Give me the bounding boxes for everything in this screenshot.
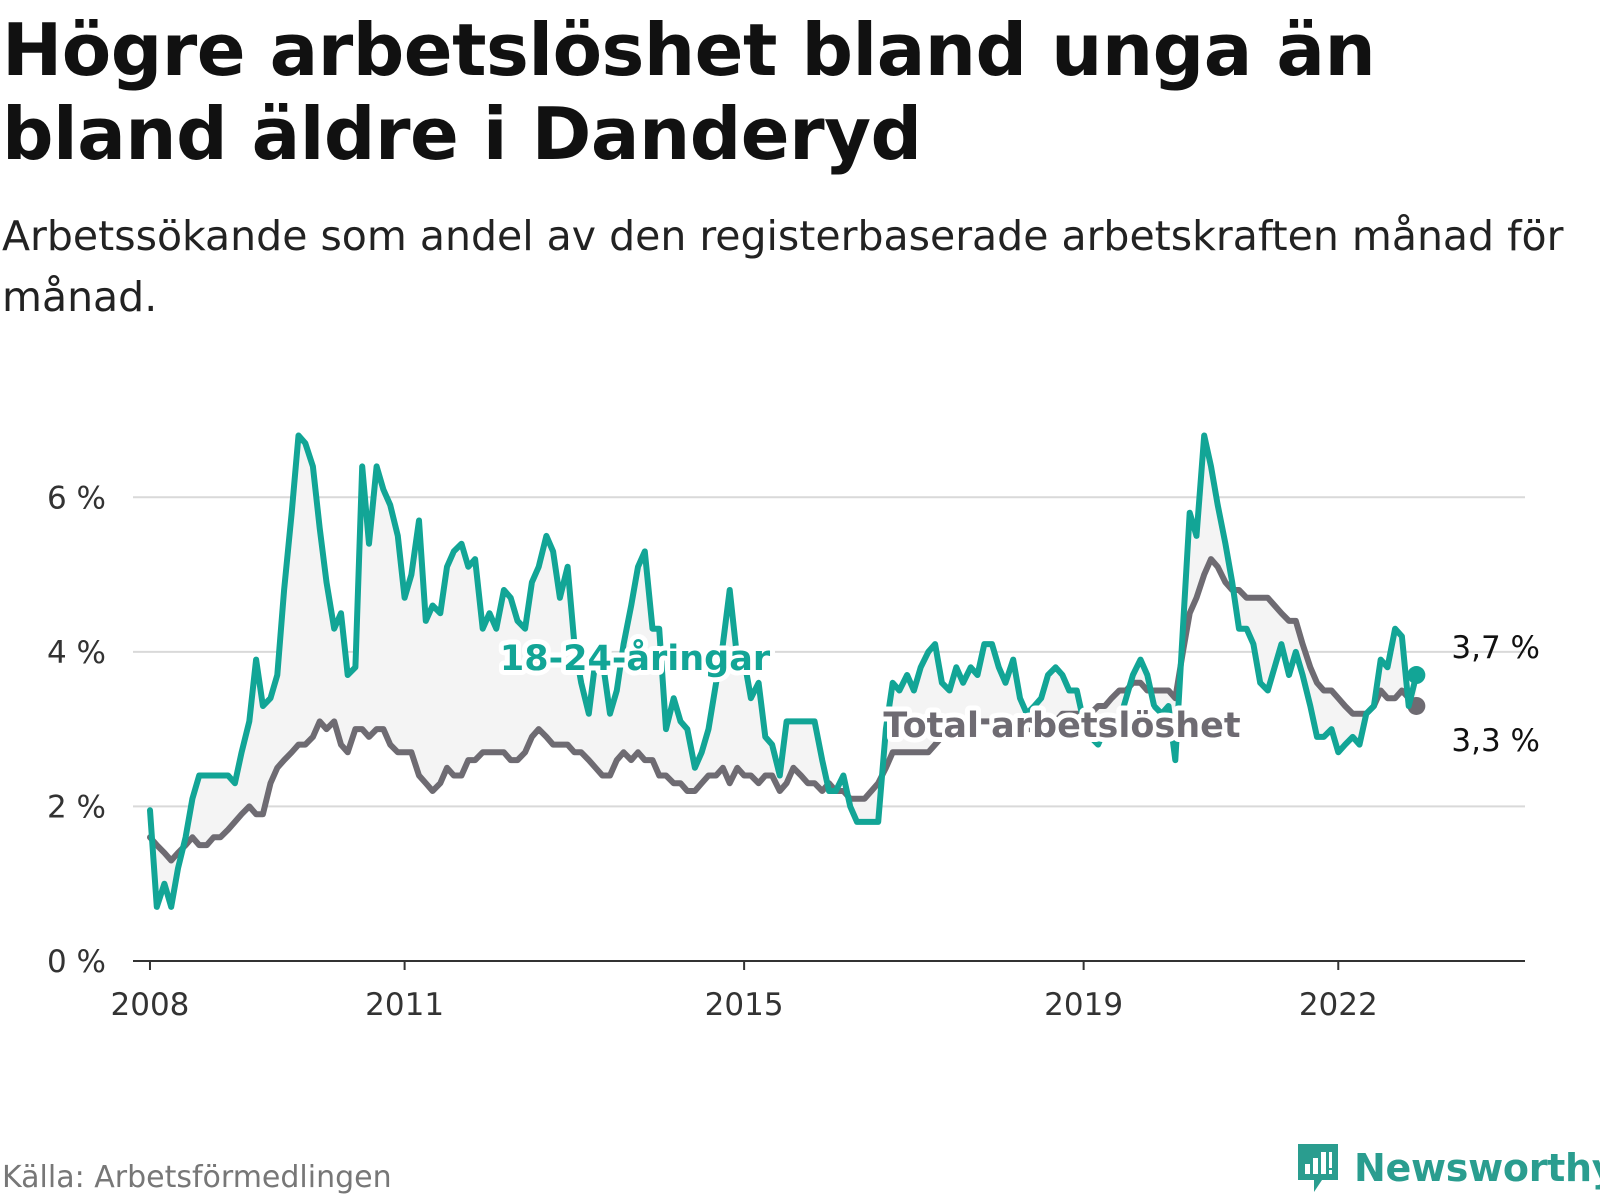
y-axis-ticks: 0 % 2 % 4 % 6 %	[47, 480, 106, 980]
newsworthy-logo: Newsworthy	[1294, 1140, 1600, 1196]
series-label-total: Total arbetslöshet	[883, 706, 1240, 746]
x-tick-label-2022: 2022	[1299, 987, 1378, 1023]
end-marker-youth	[1407, 666, 1426, 685]
x-tick-label-2019: 2019	[1044, 987, 1123, 1023]
x-axis	[133, 960, 1525, 970]
y-tick-label-6: 6 %	[47, 480, 106, 516]
source-note: Källa: Arbetsförmedlingen	[2, 1160, 392, 1195]
series-label-youth: 18-24-åringar	[500, 638, 771, 679]
line-chart: 0 % 2 % 4 % 6 % 2008 2011 2015 2019 2022 18-24-…	[47, 432, 1540, 1023]
end-label-youth: 3,7 %	[1451, 630, 1540, 666]
newsworthy-logo-icon	[1298, 1144, 1338, 1192]
y-tick-label-2: 2 %	[47, 789, 106, 825]
x-tick-label-2011: 2011	[365, 987, 444, 1023]
series-labels: 18-24-åringar Total arbetslöshet 3,7 % 3,3 …	[495, 630, 1540, 759]
difference-band	[150, 435, 1417, 907]
chart-subtitle: Arbetssökande som andel av den registerb…	[2, 212, 1564, 321]
series-line-youth	[147, 432, 1420, 910]
series-gap-area	[150, 435, 1417, 907]
y-tick-label-4: 4 %	[47, 635, 106, 671]
series-line-total	[147, 556, 1420, 864]
y-tick-label-0: 0 %	[47, 944, 106, 980]
chart-title: Högre arbetslöshet bland unga än bland ä…	[2, 8, 1376, 176]
end-label-total: 3,3 %	[1451, 723, 1540, 759]
x-tick-label-2008: 2008	[111, 987, 190, 1023]
x-axis-ticks: 2008 2011 2015 2019 2022	[111, 987, 1378, 1023]
series-lines	[147, 432, 1426, 910]
x-tick-label-2015: 2015	[705, 987, 784, 1023]
newsworthy-logo-text: Newsworthy	[1354, 1146, 1600, 1190]
